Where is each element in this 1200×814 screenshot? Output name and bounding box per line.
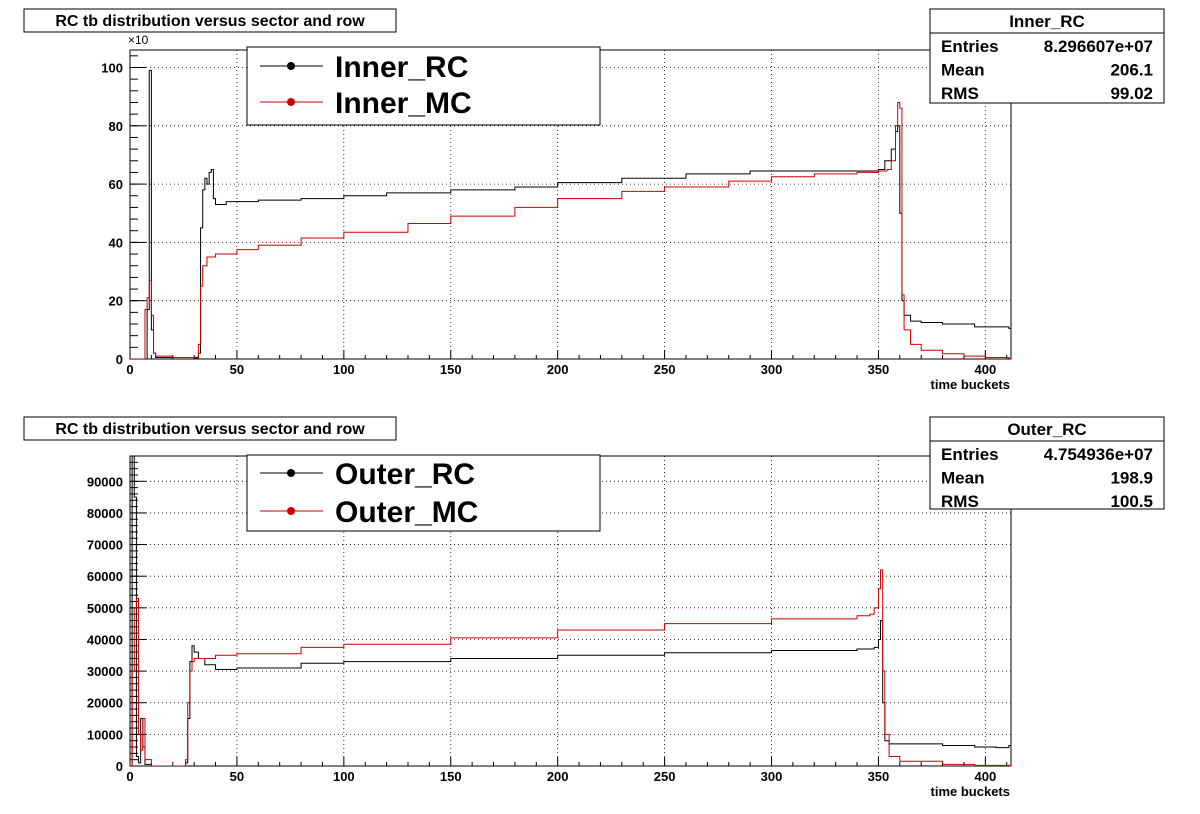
x-tick-label: 50 — [230, 362, 244, 377]
y-tick-label: 0 — [116, 352, 123, 367]
legend-label: Outer_RC — [335, 458, 475, 491]
chart-title: RC tb distribution versus sector and row — [55, 421, 365, 438]
stats-value: 8.296607e+07 — [1044, 37, 1153, 56]
legend-label: Outer_MC — [335, 496, 478, 529]
stats-value: 198.9 — [1110, 469, 1153, 488]
y-tick-label: 70000 — [87, 538, 123, 553]
stats-value: 4.754936e+07 — [1044, 445, 1153, 464]
stats-box — [929, 416, 1165, 510]
y-tick-label: 50000 — [87, 601, 123, 616]
y-tick-label: 40000 — [87, 632, 123, 647]
stats-label: Mean — [941, 469, 984, 488]
x-tick-label: 100 — [333, 769, 355, 784]
x-tick-label: 150 — [440, 362, 462, 377]
x-tick-label: 200 — [547, 769, 569, 784]
legend-marker — [287, 469, 295, 477]
stats-value: 206.1 — [1110, 61, 1153, 80]
x-tick-label: 300 — [761, 769, 783, 784]
stats-label: Mean — [941, 61, 984, 80]
stats-value: 100.5 — [1110, 492, 1153, 511]
legend-marker — [287, 62, 295, 70]
stats-title: Inner_RC — [1009, 12, 1085, 31]
y-multiplier-label: ×10 — [128, 33, 149, 47]
y-tick-label: 30000 — [87, 664, 123, 679]
y-tick-label: 20 — [109, 294, 123, 309]
stats-value: 99.02 — [1110, 84, 1153, 103]
y-tick-label: 40 — [109, 235, 123, 250]
x-tick-label: 300 — [761, 362, 783, 377]
legend-label: Inner_MC — [335, 87, 472, 120]
y-tick-label: 60 — [109, 177, 123, 192]
y-tick-label: 60000 — [87, 569, 123, 584]
legend-box — [246, 454, 601, 532]
x-tick-label: 350 — [868, 362, 890, 377]
y-tick-label: 10000 — [87, 727, 123, 742]
legend-marker — [287, 98, 295, 106]
y-tick-label: 90000 — [87, 474, 123, 489]
title-box — [23, 8, 397, 33]
legend-label: Inner_RC — [335, 51, 468, 84]
stats-label: Entries — [941, 445, 999, 464]
y-tick-label: 20000 — [87, 696, 123, 711]
x-tick-label: 250 — [654, 362, 676, 377]
y-tick-label: 0 — [116, 759, 123, 774]
legend-marker — [287, 507, 295, 515]
x-tick-label: 100 — [333, 362, 355, 377]
chart-title: RC tb distribution versus sector and row — [55, 13, 365, 30]
stats-label: RMS — [941, 492, 979, 511]
x-tick-label: 0 — [126, 769, 133, 784]
series-line-outer-mc — [130, 569, 1011, 766]
title-box — [23, 416, 397, 441]
y-tick-label: 80 — [109, 119, 123, 134]
histogram-panel-1: 0 50 100 150 200 250 300 350 400 0 20 40 60 80 100 ×10 t… — [23, 8, 1165, 392]
x-tick-label: 0 — [126, 362, 133, 377]
x-tick-label: 400 — [974, 769, 996, 784]
x-axis-label: time buckets — [931, 784, 1010, 799]
y-tick-label: 100 — [101, 60, 123, 75]
x-tick-label: 400 — [974, 362, 996, 377]
x-tick-label: 350 — [868, 769, 890, 784]
stats-title: Outer_RC — [1007, 420, 1086, 439]
stats-label: RMS — [941, 84, 979, 103]
stats-box — [929, 8, 1165, 104]
series-line-inner-mc — [130, 101, 1011, 359]
y-tick-label: 80000 — [87, 506, 123, 521]
legend-box — [246, 46, 601, 126]
stats-label: Entries — [941, 37, 999, 56]
x-tick-label: 50 — [230, 769, 244, 784]
histogram-panel-2: 0 50 100 150 200 250 300 350 400 0 10000 20000 30000… — [23, 416, 1165, 799]
x-tick-label: 200 — [547, 362, 569, 377]
x-tick-label: 150 — [440, 769, 462, 784]
x-tick-label: 250 — [654, 769, 676, 784]
x-axis-label: time buckets — [931, 377, 1010, 392]
